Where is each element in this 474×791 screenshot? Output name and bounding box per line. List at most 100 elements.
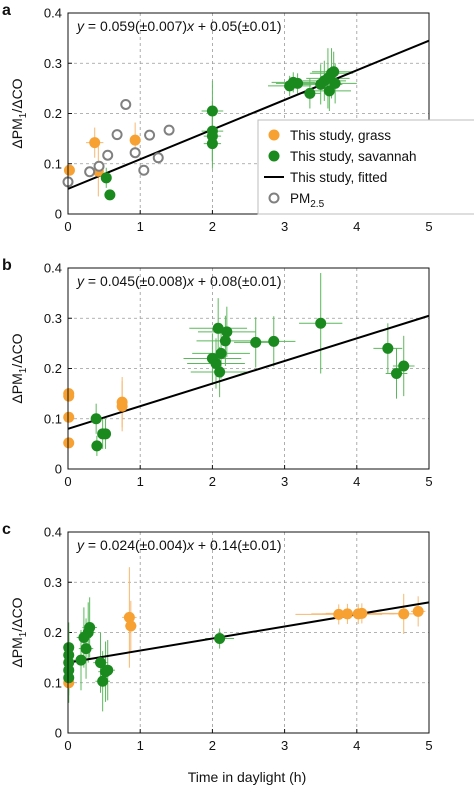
panel-letter: b <box>2 257 12 274</box>
fit-line <box>67 39 430 190</box>
data-point-pm25 <box>138 164 150 176</box>
data-point-grass <box>125 620 137 632</box>
data-point-savannah <box>215 347 227 359</box>
panel-letter: c <box>2 521 11 538</box>
data-point-grass <box>356 607 368 619</box>
data-point-savannah <box>250 336 262 348</box>
data-point-savannah <box>210 357 222 369</box>
x-tick-label: 1 <box>137 738 144 753</box>
eq-intercept: + 0.05(±0.01) <box>194 18 281 34</box>
data-point-savannah <box>268 335 280 347</box>
eq-x: x <box>186 273 195 289</box>
data-point-savannah <box>391 368 403 380</box>
x-tick-label: 3 <box>281 474 288 489</box>
data-point-savannah <box>382 342 394 354</box>
y-tick-label: 0.4 <box>44 525 62 540</box>
eq-y: y <box>76 273 85 289</box>
y-tick-label: 0.3 <box>44 56 62 71</box>
y-axis-label: ΔPM1/ΔCO <box>9 78 29 148</box>
data-point-grass <box>89 137 101 149</box>
data-point-savannah <box>63 657 75 669</box>
y-tick-label: 0.4 <box>44 6 62 21</box>
plot-frame <box>67 531 430 734</box>
data-point-pm25 <box>163 124 175 136</box>
data-point-savannah <box>104 189 116 201</box>
data-point-savannah <box>304 87 316 99</box>
legend-label-fit: This study, fitted <box>290 170 387 185</box>
fit-line <box>67 314 430 430</box>
data-point-savannah <box>84 621 96 633</box>
legend: This study, grass This study, savannah Thi… <box>257 119 474 215</box>
x-tick-label: 0 <box>64 738 71 753</box>
fit-line <box>67 601 430 664</box>
data-point-savannah <box>221 326 233 338</box>
x-tick-label: 1 <box>137 219 144 234</box>
y-axis-label-tail: /ΔCO <box>9 333 25 367</box>
x-tick-label: 5 <box>425 738 432 753</box>
y-axis-label: ΔPM1/ΔCO <box>9 597 29 667</box>
data-point-grass <box>116 400 128 412</box>
fit-equation: y = 0.024(±0.004)x + 0.14(±0.01) <box>76 537 282 553</box>
x-tick-label: 3 <box>281 738 288 753</box>
eq-slope: = 0.024(±0.004) <box>84 537 187 553</box>
legend-label-pm25: PM2.5 <box>290 191 325 210</box>
y-tick-label: 0 <box>55 207 62 222</box>
data-point-grass <box>63 437 75 449</box>
y-tick-label: 0.2 <box>44 361 62 376</box>
legend-pm25-subscript: 2.5 <box>310 199 324 210</box>
data-point-savannah <box>398 360 410 372</box>
legend-label-savannah: This study, savannah <box>290 149 417 164</box>
data-point-savannah <box>328 66 340 78</box>
y-tick-label: 0.4 <box>44 261 62 276</box>
data-point-savannah <box>206 105 218 117</box>
data-point-pm25 <box>102 149 114 161</box>
data-point-pm25 <box>120 98 132 110</box>
data-point-grass <box>63 411 75 423</box>
data-point-pm25 <box>144 129 156 141</box>
legend-box <box>257 119 474 215</box>
x-tick-label: 4 <box>353 738 360 753</box>
data-point-savannah <box>214 366 226 378</box>
data-point-grass <box>123 611 135 623</box>
x-tick-label: 2 <box>209 474 216 489</box>
data-point-savannah <box>63 672 75 684</box>
y-axis-label: ΔPM1/ΔCO <box>9 333 29 403</box>
data-point-savannah <box>100 428 112 440</box>
eq-x: x <box>186 18 195 34</box>
y-axis-label-subscript: 1 <box>18 112 29 118</box>
x-tick-label: 1 <box>137 474 144 489</box>
y-axis-label-subscript: 1 <box>18 631 29 637</box>
x-tick-label: 2 <box>209 738 216 753</box>
x-tick-label: 3 <box>281 219 288 234</box>
data-point-savannah <box>100 172 112 184</box>
data-point-savannah <box>323 85 335 97</box>
eq-intercept: + 0.08(±0.01) <box>194 273 281 289</box>
data-point-grass <box>63 390 75 402</box>
x-tick-label: 4 <box>353 219 360 234</box>
y-tick-label: 0.1 <box>44 675 62 690</box>
y-axis-label-main: ΔPM <box>9 637 25 667</box>
data-point-savannah <box>214 633 226 645</box>
data-point-savannah <box>75 654 87 666</box>
data-point-savannah <box>292 77 304 89</box>
x-tick-label: 5 <box>425 474 432 489</box>
data-point-pm25 <box>111 129 123 141</box>
x-tick-label: 2 <box>209 219 216 234</box>
data-point-grass <box>341 608 353 620</box>
data-point-savannah <box>63 642 75 654</box>
data-point-grass <box>398 608 410 620</box>
y-tick-label: 0.3 <box>44 575 62 590</box>
data-point-savannah <box>315 317 327 329</box>
y-tick-label: 0.1 <box>44 411 62 426</box>
data-point-savannah <box>219 335 231 347</box>
data-point-pm25 <box>93 160 105 172</box>
data-point-savannah <box>329 77 341 89</box>
panel-letter: a <box>2 2 11 19</box>
data-point-pm25 <box>84 166 96 178</box>
data-point-savannah <box>90 413 102 425</box>
